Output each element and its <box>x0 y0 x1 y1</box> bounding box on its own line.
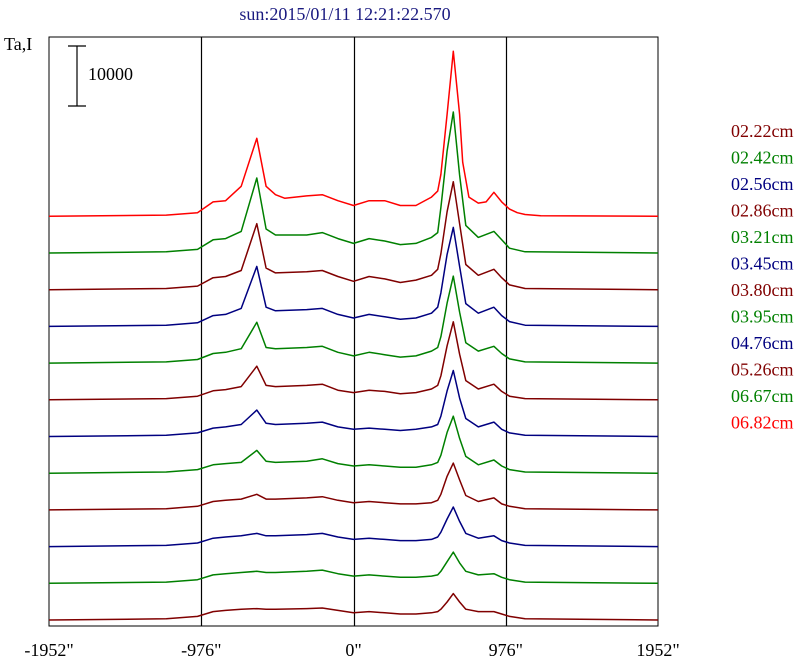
legend-entry: 02.86cm <box>731 201 794 221</box>
legend-entry: 06.82cm <box>731 413 794 433</box>
series-line-02.86cm <box>48 462 659 511</box>
plot-frame <box>48 36 659 627</box>
legend-entry: 03.21cm <box>731 227 794 247</box>
legend-entry: 05.26cm <box>731 360 794 380</box>
legend-entry: 03.45cm <box>731 254 794 274</box>
legend-entry: 03.95cm <box>731 307 794 327</box>
legend-entry: 02.22cm <box>731 121 794 141</box>
legend-entry: 02.42cm <box>731 148 794 168</box>
legend-entry: 03.80cm <box>731 280 794 300</box>
scale-bar: 10000 <box>68 45 133 107</box>
legend: 02.22cm 02.42cm 02.56cm 02.86cm 03.21cm 03.45… <box>731 121 794 433</box>
x-tick-label: 976" <box>489 640 523 660</box>
series-line-06.67cm <box>48 111 659 254</box>
series-line-02.42cm <box>48 551 659 585</box>
vertical-reference-lines <box>200 37 508 626</box>
series-line-02.56cm <box>48 506 659 548</box>
x-tick-label: -976" <box>181 640 221 660</box>
x-tick-label: 1952" <box>636 640 679 660</box>
series-line-03.95cm <box>48 275 659 364</box>
series-line-05.26cm <box>48 180 659 291</box>
chart-title: sun:2015/01/11 12:21:22.570 <box>239 4 450 24</box>
y-axis-label: Ta,I <box>4 34 32 54</box>
series-traces <box>48 50 659 621</box>
legend-entry: 06.67cm <box>731 386 794 406</box>
series-line-02.22cm <box>48 592 659 621</box>
x-tick-labels: -1952" -976" 0" 976" 1952" <box>24 640 679 660</box>
series-line-04.76cm <box>48 226 659 328</box>
legend-entry: 02.56cm <box>731 174 794 194</box>
series-line-06.82cm <box>48 50 659 218</box>
x-tick-label: 0" <box>345 640 361 660</box>
legend-entry: 04.76cm <box>731 333 794 353</box>
series-line-03.45cm <box>48 369 659 438</box>
x-tick-label: -1952" <box>24 640 73 660</box>
scale-bar-label: 10000 <box>88 64 133 84</box>
series-line-03.21cm <box>48 415 659 474</box>
series-line-03.80cm <box>48 321 659 401</box>
